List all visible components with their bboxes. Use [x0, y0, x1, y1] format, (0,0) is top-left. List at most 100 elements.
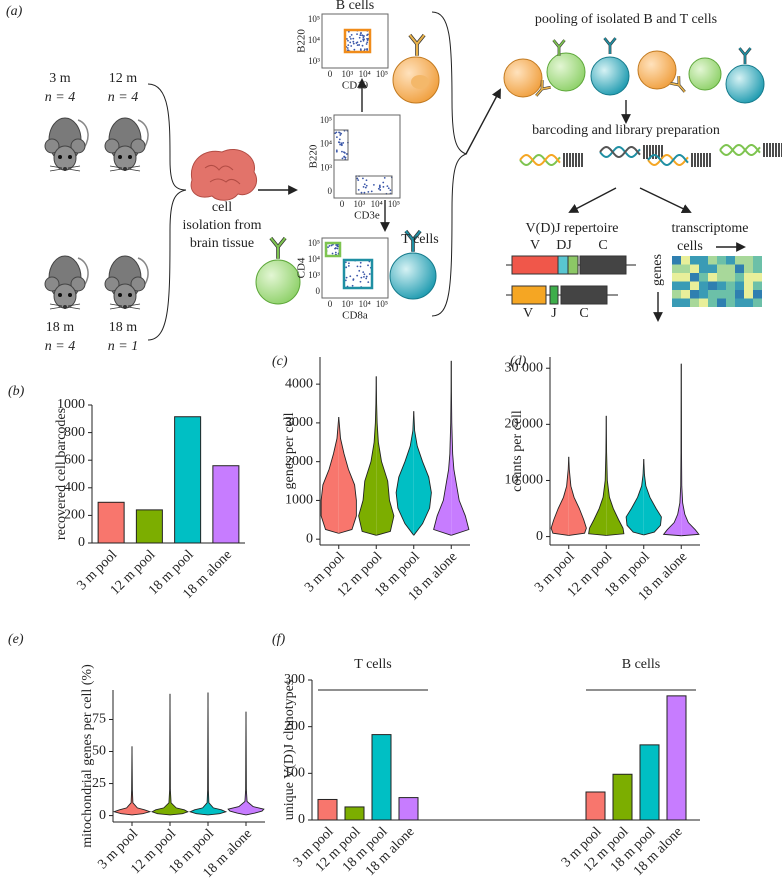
- violin-half: [413, 411, 432, 536]
- violin-half: [358, 376, 377, 536]
- bar: [371, 734, 392, 821]
- transcriptome-title: transcriptome: [672, 221, 749, 236]
- flow-event: [352, 37, 355, 40]
- flow-y-label: CD4: [296, 257, 308, 278]
- heatmap-cell: [735, 264, 744, 273]
- flow-event: [334, 132, 337, 135]
- flow-event: [344, 279, 347, 282]
- mouse-age: 3 m: [49, 71, 71, 86]
- heatmap-cell: [735, 298, 744, 307]
- heatmap-cell: [726, 281, 735, 290]
- heatmap-axis-label: genes: [650, 254, 665, 286]
- flow-x-label: CD8a: [342, 310, 368, 322]
- segment-label: J: [551, 306, 557, 321]
- flow-event: [336, 244, 339, 247]
- y-tick-label: 10 000: [505, 473, 544, 488]
- y-tick-label: 1000: [285, 493, 313, 508]
- flow-tick-label: 0: [328, 299, 333, 309]
- panel-label: (d): [510, 354, 527, 369]
- flow-event: [379, 186, 381, 189]
- heatmap-cell: [672, 281, 681, 290]
- flow-event: [348, 262, 350, 265]
- flow-event: [362, 177, 364, 180]
- flow-event: [335, 150, 338, 153]
- violin-half: [643, 459, 662, 536]
- flow-tick-label: 0: [328, 69, 333, 79]
- violin-half: [662, 363, 682, 537]
- flow-tick-label: 10⁵: [308, 14, 320, 24]
- y-tick-label: 600: [64, 452, 85, 467]
- mouse-n: n = 4: [45, 90, 75, 105]
- segment-label: DJ: [556, 238, 572, 253]
- flow-event: [367, 33, 369, 36]
- flow-event: [360, 32, 363, 34]
- dna-strand: [647, 154, 689, 167]
- y-tick-label: 3000: [285, 415, 313, 430]
- flow-event: [363, 191, 366, 194]
- heatmap-cell: [753, 290, 762, 299]
- flow-event: [347, 30, 350, 33]
- heatmap-cell: [717, 281, 726, 290]
- flow-tick-label: 10⁵: [376, 69, 388, 79]
- heatmap-cell: [672, 273, 681, 282]
- y-axis-label: mitochondrial genes per cell (%): [80, 664, 95, 848]
- violin-half: [245, 711, 265, 816]
- heatmap-cell: [726, 264, 735, 273]
- step-text: barcoding and library preparation: [532, 123, 720, 138]
- bar: [639, 744, 660, 821]
- heatmap-cell: [726, 273, 735, 282]
- receptor-icon: [269, 236, 287, 259]
- flow-event: [359, 261, 362, 264]
- flow-event: [330, 244, 333, 247]
- segment-label: V: [523, 306, 533, 321]
- step-text: pooling of isolated B and T cells: [535, 12, 717, 27]
- flow-event: [365, 179, 368, 182]
- flow-event: [359, 265, 362, 268]
- flow-event: [379, 189, 382, 191]
- mouse-icon: [104, 255, 149, 310]
- flow-event: [382, 185, 385, 188]
- heatmap-cell: [681, 264, 690, 273]
- pooled-cells: [503, 36, 765, 104]
- heatmap-axis-label: cells: [677, 239, 703, 254]
- heatmap-cell: [744, 273, 753, 282]
- violin-half: [112, 746, 133, 816]
- y-tick-label: 800: [64, 425, 85, 440]
- flow-tick-label: 10³: [308, 56, 320, 66]
- segment-label: C: [598, 238, 607, 253]
- flow-event: [351, 284, 354, 287]
- flow-event: [353, 48, 356, 51]
- heatmap-cell: [681, 298, 690, 307]
- flow-event: [337, 141, 340, 144]
- heatmap-cell: [717, 256, 726, 265]
- y-axis-label: unique V(D)J clonotypes: [282, 680, 297, 821]
- violin-half: [338, 417, 357, 534]
- flow-event: [356, 274, 359, 277]
- flow-tick-label: 10⁵: [376, 299, 388, 309]
- flow-tick-label: 10³: [320, 162, 332, 172]
- flow-event: [366, 37, 368, 40]
- heatmap-cell: [735, 273, 744, 282]
- flow-event: [358, 269, 361, 272]
- heatmap-cell: [699, 290, 708, 299]
- flow-tick-label: 10⁴: [320, 139, 332, 149]
- isolation-text: isolation from: [183, 218, 262, 233]
- mouse-icon: [44, 255, 89, 310]
- panel-label: (f): [272, 632, 286, 647]
- flow-event: [363, 48, 366, 51]
- heatmap-cell: [672, 290, 681, 299]
- panel-label: (b): [8, 384, 25, 399]
- flow-event: [352, 279, 355, 281]
- flow-event: [383, 176, 386, 179]
- flow-event: [362, 185, 365, 188]
- y-tick-label: 20 000: [505, 417, 544, 432]
- flow-tick-label: 10⁴: [359, 299, 371, 309]
- bar: [212, 465, 240, 544]
- flow-event: [347, 265, 350, 267]
- y-tick-label: 100: [284, 766, 305, 781]
- flow-event: [340, 132, 343, 135]
- heatmap-cell: [744, 281, 753, 290]
- flow-tick-label: 10³: [341, 299, 353, 309]
- antibody-icon: [408, 33, 426, 56]
- violin-half: [450, 360, 470, 536]
